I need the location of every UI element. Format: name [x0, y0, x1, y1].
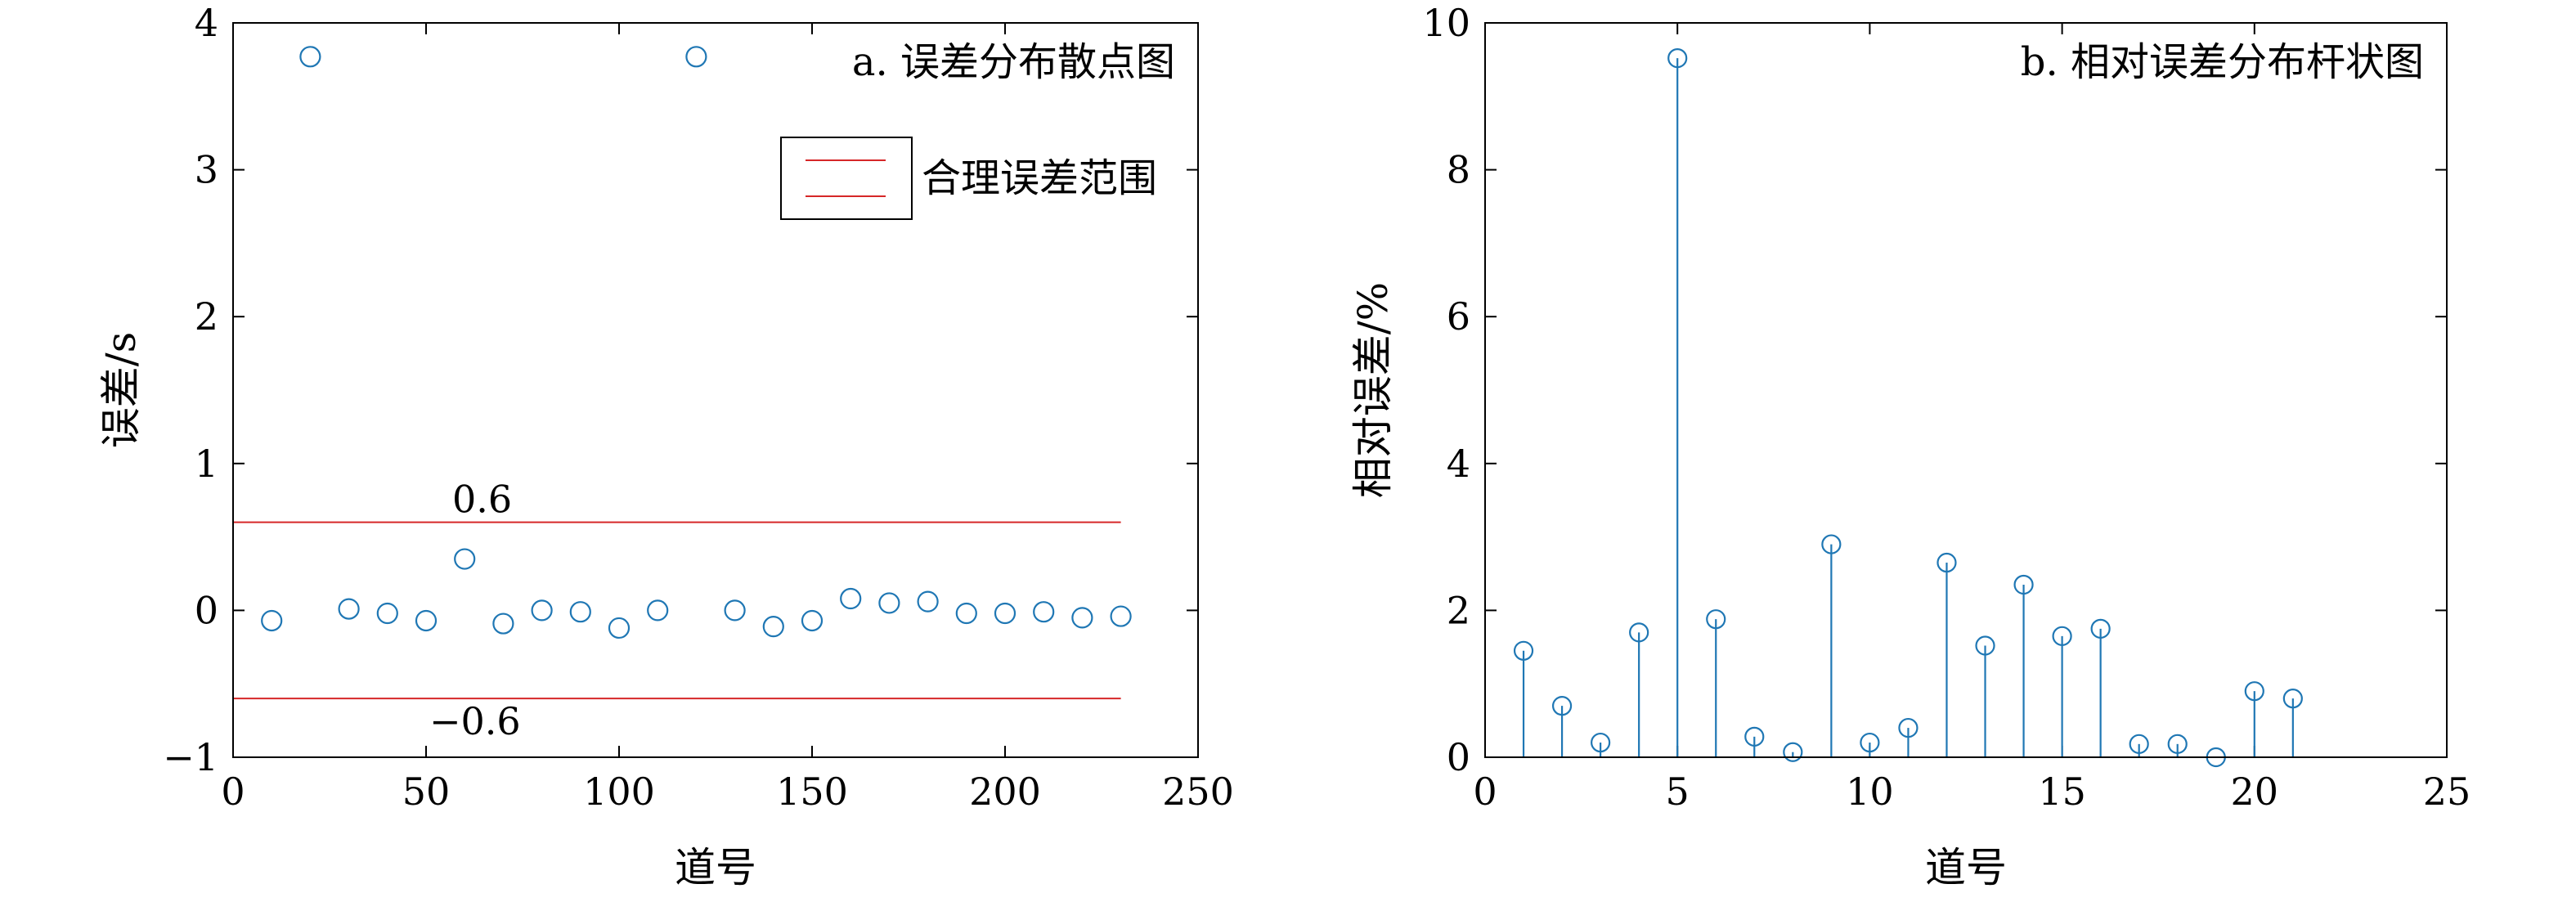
- stem-marker: [2244, 681, 2264, 702]
- stem-marker: [1706, 609, 1726, 630]
- panel-a-title: a. 误差分布散点图: [852, 39, 1175, 85]
- y-tick-label: 6: [1447, 294, 1470, 339]
- panel-b-title: b. 相对误差分布杆状图: [2021, 39, 2424, 85]
- stem-marker: [2090, 618, 2111, 639]
- scatter-point: [376, 602, 398, 625]
- x-tick-label: 10: [1846, 770, 1894, 814]
- x-tick-label: 200: [969, 770, 1041, 814]
- scatter-point: [338, 598, 360, 620]
- stem-marker: [2129, 734, 2149, 754]
- y-tick-label: 4: [1447, 442, 1470, 486]
- x-tick-label: 0: [221, 770, 245, 814]
- legend-box: [780, 137, 913, 220]
- scatter-point: [261, 609, 283, 632]
- reference-line-label: −0.6: [429, 699, 521, 743]
- scatter-point: [608, 617, 631, 639]
- scatter-point: [299, 46, 321, 68]
- panel-b-stems: [1513, 48, 2303, 768]
- x-tick-label: 0: [1473, 770, 1497, 814]
- stem-marker: [1551, 696, 1573, 716]
- legend-label: 合理误差范围: [922, 155, 1157, 201]
- stem-marker: [1513, 640, 1534, 661]
- y-tick-label: −1: [163, 735, 218, 779]
- scatter-point: [994, 602, 1016, 625]
- scatter-point: [1033, 601, 1055, 623]
- scatter-point: [415, 609, 438, 632]
- scatter-point: [724, 599, 746, 622]
- panel-a-legend: 合理误差范围: [780, 137, 1157, 220]
- y-tick-label: 0: [195, 588, 218, 632]
- y-tick-label: 2: [195, 294, 218, 339]
- stem-marker: [1898, 717, 1919, 738]
- stem-marker: [2013, 574, 2034, 595]
- panel-b-x-axis-label: 道号: [1925, 844, 2007, 891]
- stem-marker: [1860, 732, 1880, 753]
- scatter-point: [569, 601, 591, 623]
- y-tick-label: 0: [1447, 735, 1470, 779]
- scatter-point: [762, 616, 784, 638]
- scatter-point: [685, 46, 707, 68]
- reference-line-label: 0.6: [452, 478, 512, 522]
- scatter-point: [492, 613, 514, 635]
- panel-a-ticks: [232, 22, 1199, 758]
- x-tick-label: 20: [2231, 770, 2279, 814]
- panel-b-ticks: [1484, 22, 2448, 758]
- scatter-point: [917, 590, 939, 613]
- y-tick-label: 4: [195, 1, 218, 45]
- scatter-point: [955, 602, 977, 625]
- stem-marker: [1821, 534, 1842, 554]
- stem-marker: [1783, 742, 1803, 762]
- y-tick-label: 3: [195, 148, 218, 192]
- x-tick-label: 5: [1666, 770, 1690, 814]
- scatter-point: [454, 548, 476, 570]
- scatter-point: [1110, 605, 1132, 627]
- panel-b-relative-error-stem: 0 5 10 15 20 25 0 2 4 6 8 10 b. 相对误差分布杆状图 道号 相对误差/%: [1349, 1, 2471, 891]
- x-tick-label: 15: [2038, 770, 2086, 814]
- stem-marker: [1591, 732, 1611, 753]
- stem-marker: [1975, 635, 1995, 656]
- panel-a-x-axis-label: 道号: [675, 844, 756, 891]
- x-tick-label: 250: [1162, 770, 1234, 814]
- x-tick-label: 100: [583, 770, 655, 814]
- panel-b-axes-frame: [1484, 22, 2448, 758]
- stem-marker: [2282, 689, 2303, 709]
- scatter-point: [531, 599, 553, 622]
- scatter-point: [878, 592, 900, 614]
- y-tick-label: 10: [1422, 1, 1470, 45]
- stem-marker: [2167, 734, 2188, 754]
- panel-a-reference-lines: 0.6 −0.6: [233, 478, 1121, 743]
- panel-a-points: [261, 46, 1132, 639]
- panel-b-y-axis-label: 相对误差/%: [1349, 282, 1397, 498]
- scatter-point: [1071, 607, 1093, 629]
- y-tick-label: 2: [1447, 588, 1470, 632]
- scatter-point: [840, 587, 862, 610]
- stem-marker: [1936, 552, 1957, 573]
- stem-marker: [1667, 48, 1688, 69]
- stem-marker: [1744, 726, 1765, 747]
- y-tick-label: 1: [195, 442, 218, 486]
- panel-b-tick-labels: 0 5 10 15 20 25 0 2 4 6 8 10: [1422, 1, 2471, 814]
- stem-marker: [1629, 622, 1649, 643]
- x-tick-label: 150: [776, 770, 848, 814]
- x-tick-label: 25: [2423, 770, 2471, 814]
- scatter-point: [801, 609, 824, 632]
- stem-marker: [2052, 626, 2072, 646]
- scatter-point: [647, 599, 669, 622]
- panel-a-axes-frame: [232, 22, 1199, 758]
- panel-a-y-axis-label: 误差/s: [97, 332, 145, 449]
- x-tick-label: 50: [402, 770, 451, 814]
- y-tick-label: 8: [1447, 148, 1470, 192]
